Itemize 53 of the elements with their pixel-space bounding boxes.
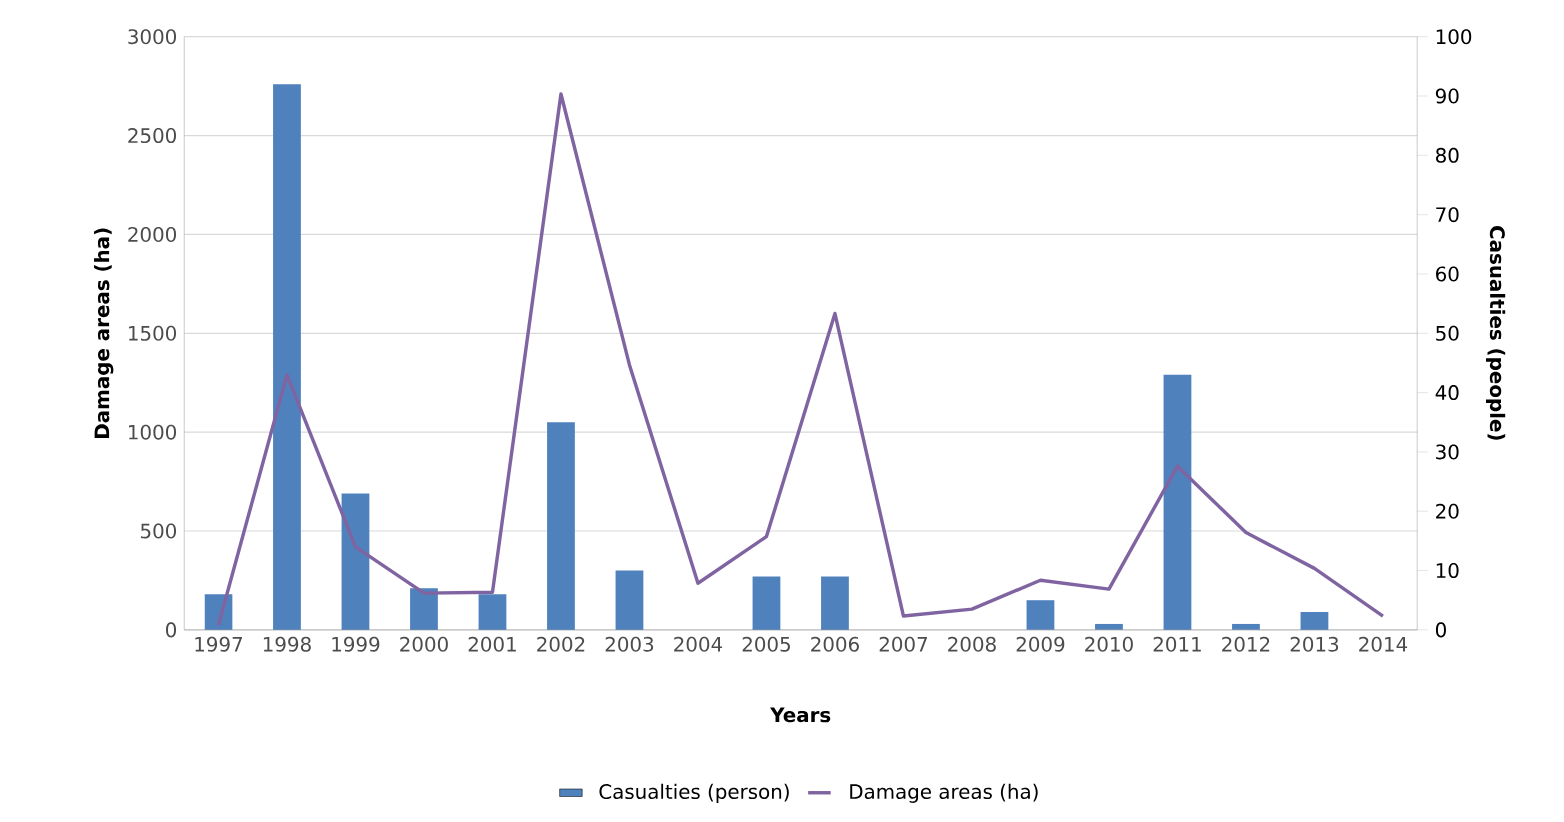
x-tick-label: 1999 xyxy=(332,636,380,652)
bar xyxy=(410,588,438,630)
y-tick-label: 2000 xyxy=(128,226,177,242)
x-tick-label: 1997 xyxy=(195,636,243,652)
y-tick-label: 1500 xyxy=(129,325,177,341)
y-tick-label: 1000 xyxy=(129,424,177,440)
x-tick-label: 2011 xyxy=(1153,636,1201,652)
y2-tick-label: 50 xyxy=(1436,325,1459,341)
bar xyxy=(1163,374,1192,630)
y2-tick-label: 20 xyxy=(1436,503,1459,519)
y2-tick-label: 10 xyxy=(1436,562,1459,578)
y2-tick-label: 0 xyxy=(1435,622,1446,638)
y2-axis-title: Casualties (people) xyxy=(1486,225,1506,440)
y-axis-title: Damage areas (ha) xyxy=(94,228,114,438)
y2-tick-label: 60 xyxy=(1436,266,1459,282)
x-tick-label: 2014 xyxy=(1359,636,1408,652)
x-tick-label: 2002 xyxy=(537,636,585,652)
x-tick-label: 2013 xyxy=(1290,636,1339,652)
x-tick-label: 2003 xyxy=(605,636,654,652)
y2-tick-label: 30 xyxy=(1436,444,1459,460)
bar xyxy=(1300,611,1329,630)
x-tick-label: 2008 xyxy=(948,636,996,652)
y2-tick-label: 90 xyxy=(1435,88,1459,104)
bar xyxy=(615,570,644,630)
x-tick-label: 2005 xyxy=(742,636,790,652)
y2-tick-label: 80 xyxy=(1436,147,1459,163)
legend-label: Damage areas (ha) xyxy=(850,783,1038,803)
bar xyxy=(341,493,370,630)
x-axis-title: Years xyxy=(770,707,831,723)
bar xyxy=(273,83,301,630)
bar xyxy=(478,594,507,630)
y-tick-label: 0 xyxy=(166,622,177,638)
x-tick-label: 2012 xyxy=(1222,636,1270,652)
bar xyxy=(547,422,575,630)
x-tick-label: 2010 xyxy=(1085,636,1133,652)
y2-tick-label: 40 xyxy=(1435,384,1459,400)
y2-tick-label: 100 xyxy=(1436,29,1472,45)
bar xyxy=(1026,600,1055,630)
y-tick-label: 3000 xyxy=(128,29,177,45)
line-series xyxy=(216,92,1385,627)
bar xyxy=(821,576,849,630)
y-tick-label: 500 xyxy=(141,523,177,539)
x-tick-label: 1998 xyxy=(263,636,311,652)
bar xyxy=(752,576,781,630)
y-tick-label: 2500 xyxy=(128,127,177,143)
x-tick-label: 2007 xyxy=(879,636,927,652)
x-tick-label: 2000 xyxy=(400,636,448,652)
x-tick-label: 2009 xyxy=(1016,636,1065,652)
y2-tick-label: 70 xyxy=(1436,206,1459,223)
x-tick-label: 2004 xyxy=(674,636,723,652)
legend-label: Casualties (person) xyxy=(599,783,789,803)
x-tick-label: 2001 xyxy=(468,636,516,652)
x-tick-label: 2006 xyxy=(811,636,859,652)
